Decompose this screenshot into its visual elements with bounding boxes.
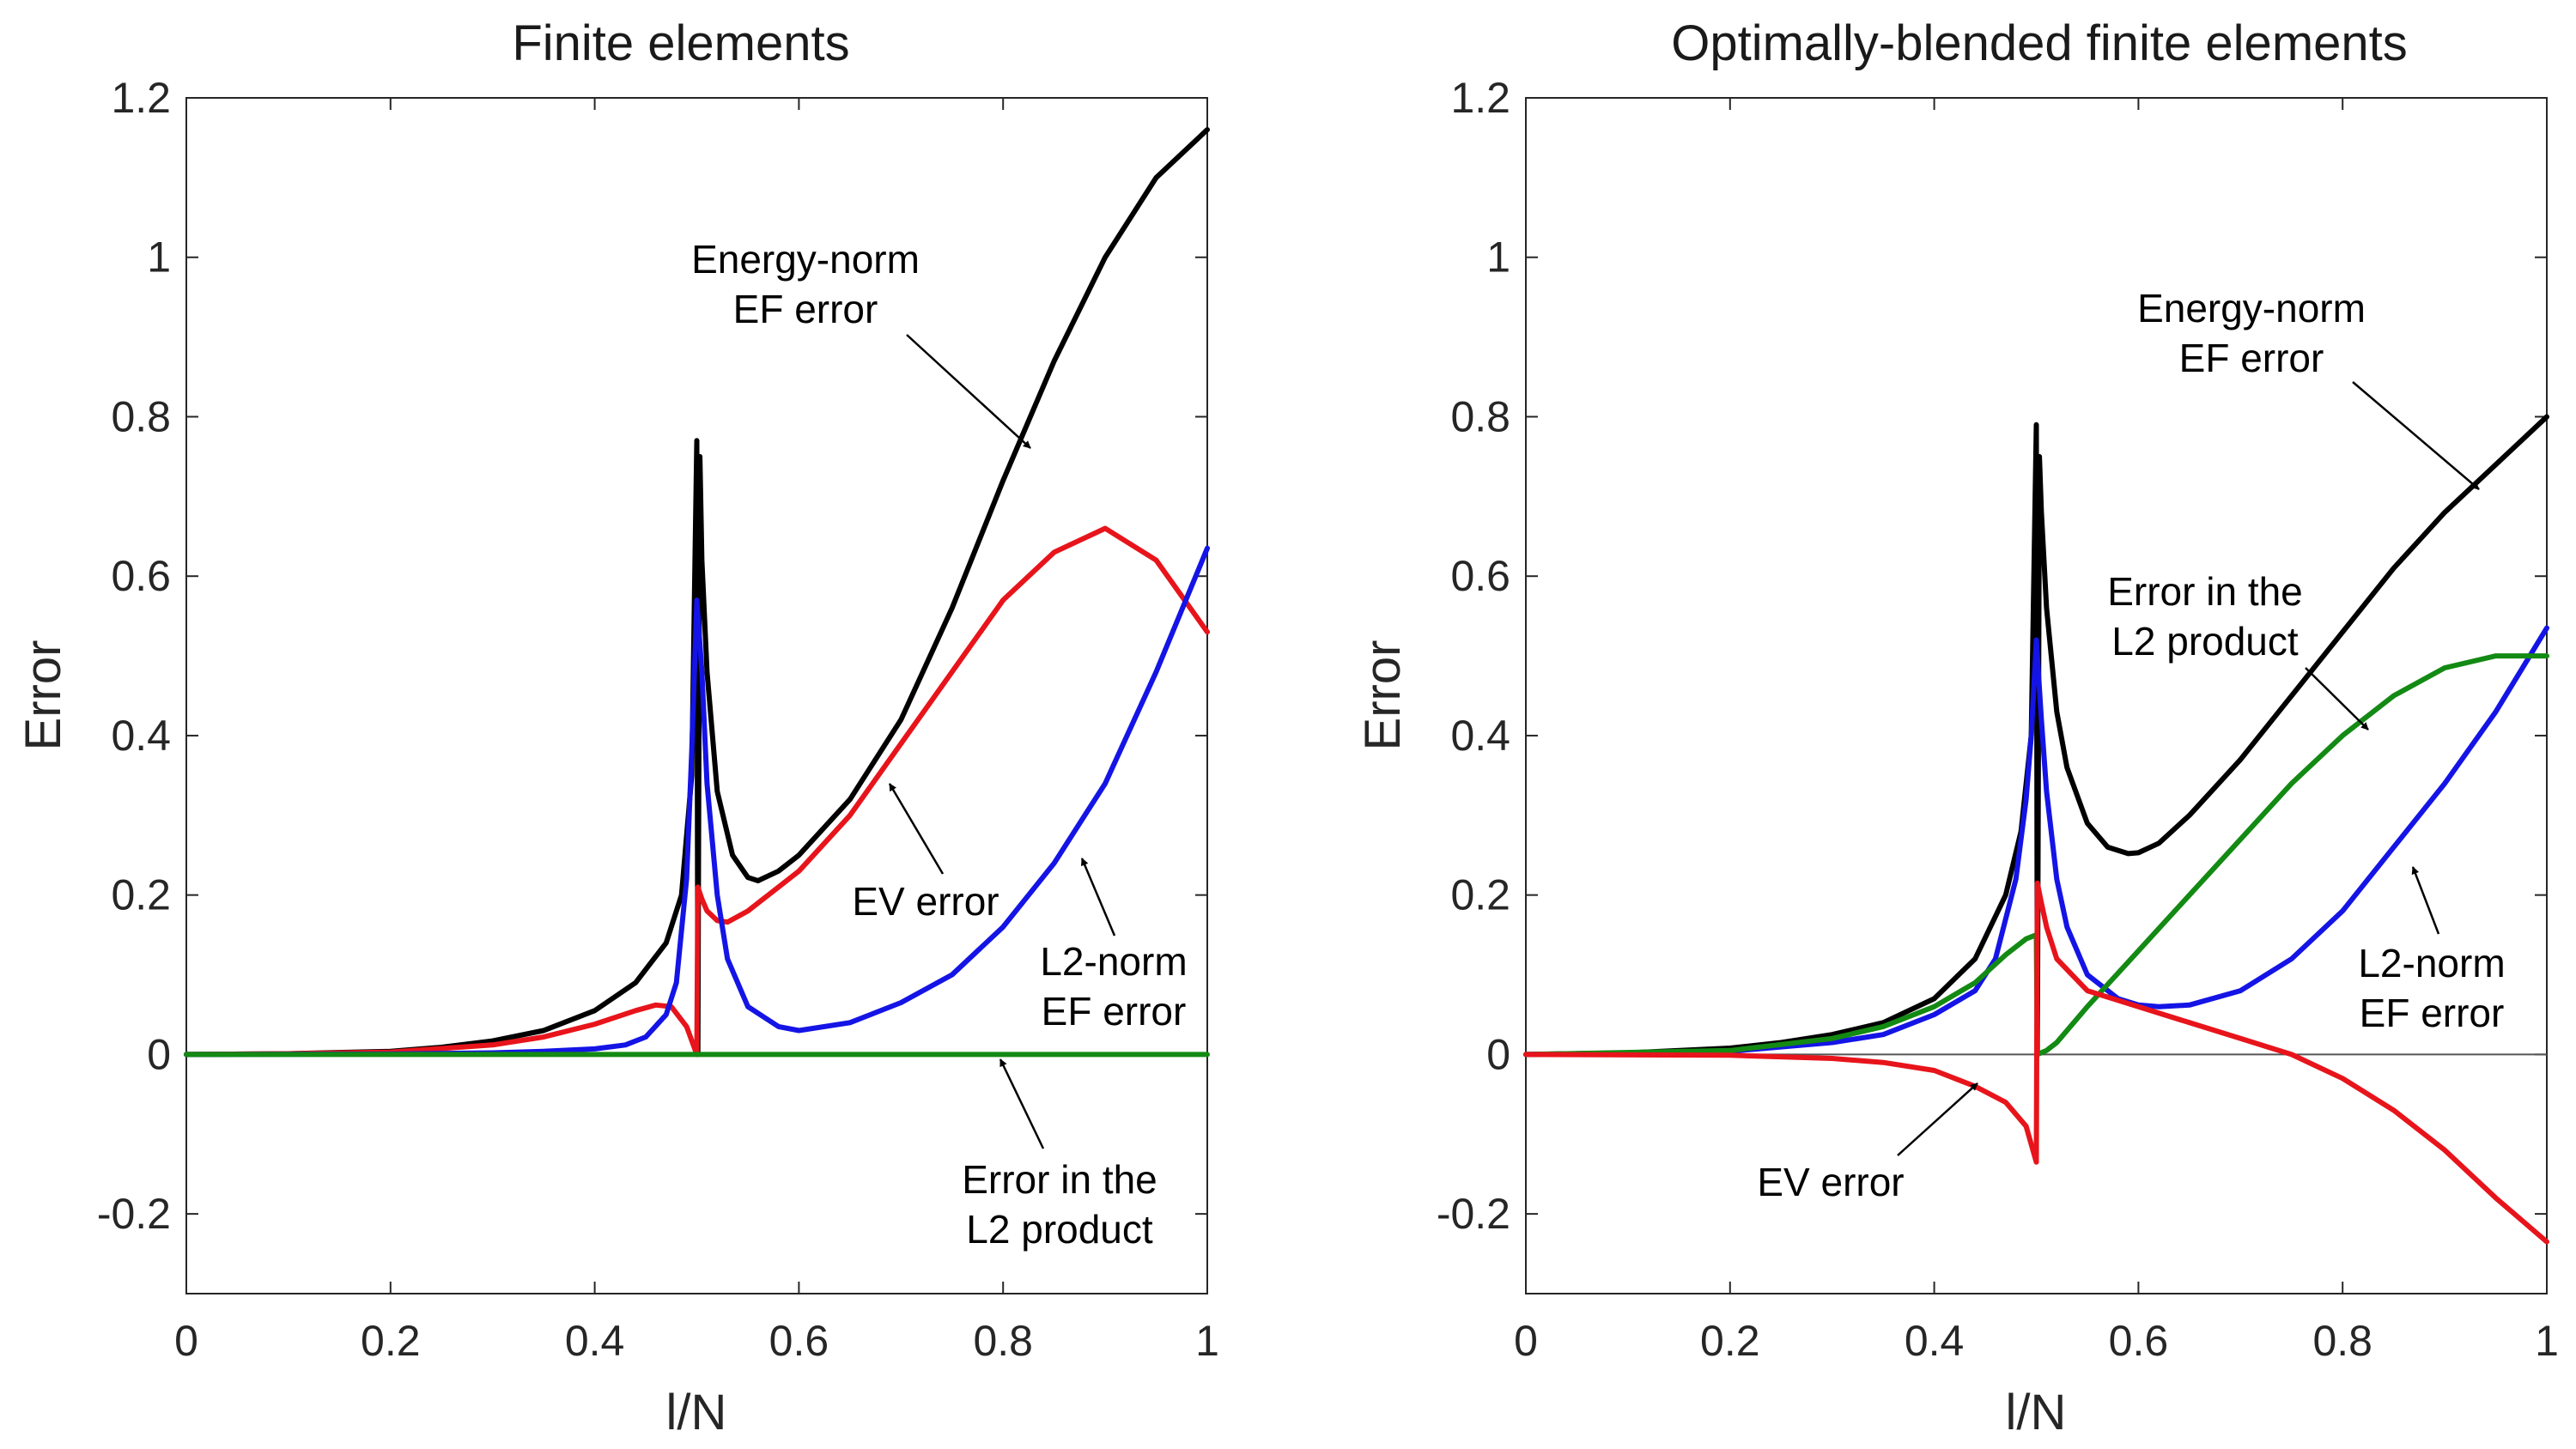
- annotation-label: L2-norm: [2358, 941, 2505, 985]
- x-tick-label: 0: [174, 1317, 198, 1365]
- series-line-energy-norm-ef-error: [184, 127, 1210, 1058]
- annotation-label: L2 product: [2111, 619, 2299, 664]
- y-tick-label: 0: [1486, 1030, 1510, 1078]
- x-axis-label: l/N: [666, 1385, 727, 1440]
- x-tick-label: 0.4: [1905, 1317, 1965, 1365]
- annotation-arrow: [999, 1058, 1045, 1149]
- x-tick-label: 0.2: [361, 1317, 421, 1365]
- annotation-label: EF error: [1042, 989, 1187, 1034]
- x-tick-label: 0.6: [2109, 1317, 2169, 1365]
- series-line-ev-error: [184, 525, 1210, 1058]
- y-tick-label: 0.6: [1450, 552, 1510, 600]
- annotation-ev-error: EV error: [852, 783, 999, 924]
- annotation-arrow: [888, 783, 945, 875]
- y-axis-label: Error: [1355, 640, 1411, 751]
- chart-title: Optimally-blended finite elements: [1671, 15, 2408, 71]
- x-tick-label: 0.6: [769, 1317, 829, 1365]
- annotation-l2-product: Error in the L2 product: [2107, 569, 2369, 731]
- annotation-energy-norm: Energy-norm EF error: [691, 237, 1031, 449]
- annotation-ev-error: EV error: [1757, 1082, 1978, 1204]
- y-tick-label: 1.2: [111, 74, 171, 122]
- plot-area: [185, 97, 1208, 1294]
- x-tick-label: 1: [2535, 1317, 2559, 1365]
- annotation-arrow: [1897, 1082, 1978, 1156]
- annotation-label: Energy-norm: [691, 237, 920, 282]
- series-line-error-in-the-l2-product: [1523, 653, 2549, 1058]
- x-tick-label: 0: [1514, 1317, 1538, 1365]
- annotation-label: Energy-norm: [2137, 286, 2366, 330]
- y-tick-label: 0.4: [1450, 712, 1510, 760]
- y-tick-label: 1: [1486, 233, 1510, 282]
- series-layer: [1523, 414, 2549, 1245]
- annotation-label: L2 product: [966, 1207, 1153, 1252]
- annotation-label: EF error: [2360, 991, 2505, 1035]
- y-tick-label: 0: [147, 1030, 171, 1078]
- annotation-label: EV error: [852, 879, 999, 924]
- series-line-energy-norm-ef-error: [1523, 414, 2549, 1058]
- annotation-l2-norm: L2-norm EF error: [1040, 858, 1188, 1034]
- y-tick-label: -0.2: [1437, 1190, 1510, 1238]
- series-line-l2-norm-ef-error: [1523, 625, 2549, 1058]
- annotation-arrow: [2305, 667, 2369, 731]
- annotation-label: Error in the: [962, 1157, 1157, 1202]
- y-axis: -0.2 0 0.2 0.4 0.6 0.8 1 1.2: [1437, 74, 2547, 1238]
- y-tick-label: 1: [147, 233, 171, 282]
- annotation-label: EF error: [2179, 336, 2324, 380]
- y-tick-label: 0.2: [1450, 871, 1510, 919]
- annotation-label: EF error: [733, 287, 878, 331]
- annotation-label: L2-norm: [1040, 939, 1187, 984]
- annotation-label: Error in the: [2107, 569, 2303, 614]
- x-axis: 0 0.2 0.4 0.6 0.8 1: [174, 98, 1219, 1365]
- annotation-arrow: [906, 334, 1031, 449]
- annotation-arrow: [1080, 858, 1116, 937]
- y-axis: -0.2 0 0.2 0.4 0.6 0.8 1 1.2: [97, 74, 1207, 1238]
- panel-optimally-blended: Optimally-blended finite elements -0.200…: [1355, 15, 2559, 1440]
- annotation-arrow: [2411, 866, 2440, 935]
- y-tick-label: -0.2: [97, 1190, 171, 1238]
- annotation-energy-norm: Energy-norm EF error: [2137, 286, 2480, 490]
- y-tick-label: 0.8: [1450, 392, 1510, 440]
- y-tick-label: 0.2: [111, 871, 171, 919]
- x-tick-label: 0.8: [2312, 1317, 2372, 1365]
- series-line-ev-error: [1523, 880, 2549, 1245]
- x-tick-label: 1: [1195, 1317, 1219, 1365]
- x-axis: 0 0.2 0.4 0.6 0.8 1: [1514, 98, 2559, 1365]
- annotation-label: EV error: [1757, 1160, 1904, 1204]
- y-tick-label: 0.4: [111, 712, 171, 760]
- y-tick-label: 1.2: [1450, 74, 1510, 122]
- series-layer: [184, 127, 1210, 1058]
- plot-area: [1525, 97, 2548, 1294]
- annotation-arrow: [2352, 381, 2480, 490]
- annotation-l2-product: Error in the L2 product: [962, 1058, 1157, 1252]
- x-tick-label: 0.2: [1700, 1317, 1760, 1365]
- annotation-layer: Energy-norm EF error Error in the L2 pro…: [1757, 286, 2505, 1204]
- chart-title: Finite elements: [512, 15, 849, 71]
- y-tick-label: 0.8: [111, 392, 171, 440]
- x-tick-label: 0.4: [565, 1317, 625, 1365]
- annotation-layer: Energy-norm EF error EV error L2-norm EF…: [691, 237, 1188, 1252]
- y-axis-label: Error: [15, 640, 71, 751]
- x-tick-label: 0.8: [973, 1317, 1033, 1365]
- y-tick-label: 0.6: [111, 552, 171, 600]
- series-line-l2-norm-ef-error: [184, 545, 1210, 1058]
- annotation-l2-norm: L2-norm EF error: [2358, 866, 2506, 1035]
- x-axis-label: l/N: [2006, 1385, 2067, 1440]
